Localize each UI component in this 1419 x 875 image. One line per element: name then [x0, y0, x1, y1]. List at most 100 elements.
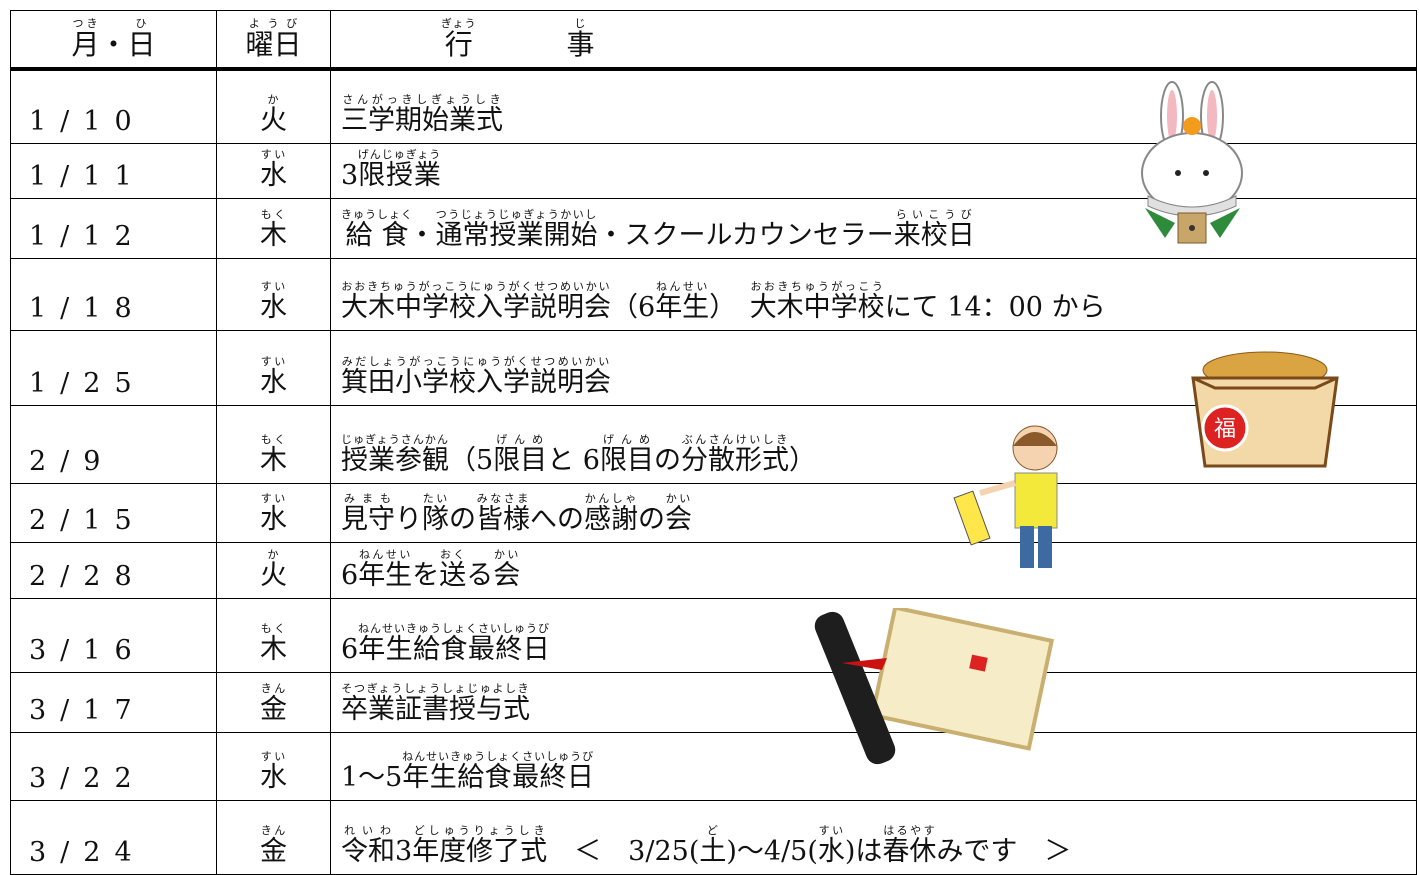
weekday: 金きん: [216, 800, 331, 875]
base-text: 通常授業開始: [435, 220, 598, 251]
date: 3/17: [10, 672, 217, 733]
date: 1/10: [10, 68, 217, 144]
text: ・: [99, 27, 128, 61]
text: にて 14：00 から: [884, 292, 1106, 323]
weekday: 木もく: [216, 198, 331, 259]
base-text: 限目: [599, 445, 654, 476]
furigana: じゅぎょうさんかん: [341, 433, 449, 446]
furigana: ねんせい: [655, 280, 710, 293]
ruby-text: 水すい: [260, 492, 287, 535]
base-text: 限授業: [357, 160, 442, 191]
base-text: 年生給食最終日: [357, 634, 550, 665]
base-text: 年生: [655, 292, 710, 323]
date: 3/16: [10, 598, 217, 673]
furigana: らいこうび: [893, 208, 975, 221]
ruby-text: 分散形式ぶんさんけいしき: [680, 433, 789, 476]
furigana: どしゅうりょうしき: [412, 824, 548, 837]
ruby-text: 土ど: [699, 824, 727, 867]
ruby-text: 年生ねんせい: [358, 548, 412, 591]
text: )は: [844, 836, 883, 867]
weekday: 木もく: [216, 598, 331, 673]
furigana: みまも: [341, 492, 395, 505]
base-text: 土: [699, 836, 727, 867]
weekday: 金きん: [216, 672, 331, 733]
date: 2/15: [10, 483, 217, 543]
base-text: 水: [260, 160, 287, 191]
furigana: すい: [817, 824, 845, 837]
ruby-text: 水すい: [260, 148, 287, 191]
ruby-text: 送おく: [439, 548, 466, 591]
weekday: 水すい: [216, 732, 331, 801]
ruby-text: 給食きゅうしょく: [341, 208, 413, 251]
volunteer-illustration: [953, 425, 1058, 568]
ruby-text: 水すい: [817, 824, 845, 867]
ruby-text: 授業参観じゅぎょうさんかん: [341, 433, 449, 476]
furigana: はるやす: [882, 824, 937, 837]
ruby-text: 事じ: [566, 17, 595, 61]
base-text: 水: [260, 504, 287, 535]
event: 大木中学校入学説明会おおきちゅうがっこうにゅうがくせつめいかい（6年生ねんせい）…: [330, 258, 1417, 331]
date: 1/12: [10, 198, 217, 259]
furigana: つうじょうじゅぎょうかいし: [435, 208, 598, 221]
base-text: 来校日: [893, 220, 975, 251]
furigana: ねんせいきゅうしょくさいしゅうび: [402, 750, 595, 763]
ruby-text: 金きん: [260, 824, 287, 867]
row: 3/22 水すい 1～5年生給食最終日ねんせいきゅうしょくさいしゅうび: [10, 732, 1417, 801]
furigana: もく: [260, 622, 287, 635]
furigana: きん: [260, 824, 287, 837]
row: 1/10 火か 三学期始業式さんがっきしぎょうしき: [10, 68, 1417, 144]
text: の: [638, 504, 665, 535]
ruby-text: 水すい: [260, 750, 287, 793]
furigana: もく: [260, 208, 287, 221]
furigana: さんがっきしぎょうしき: [341, 93, 503, 106]
base-text: 春休: [882, 836, 937, 867]
base-text: 授業参観: [341, 445, 449, 476]
base-text: 日: [127, 27, 156, 61]
date: 3/22: [10, 732, 217, 801]
masu-mark: 福: [1214, 417, 1236, 442]
base-text: 感謝: [584, 504, 638, 535]
header-date: 月つき・日ひ: [10, 10, 217, 71]
date: 1/25: [10, 330, 217, 406]
weekday: 水すい: [216, 330, 331, 406]
text: 1～5: [341, 762, 403, 793]
date: 3/24: [10, 800, 217, 875]
furigana: ひ: [127, 16, 156, 30]
ruby-text: 限目げんめ: [493, 433, 547, 476]
ruby-text: 会かい: [665, 492, 692, 535]
table-body: 月つき・日ひ 曜日ようび 行ぎょう事じ 1/10 火か 三学期始業式さんがっきしぎょ…: [10, 10, 1417, 875]
base-text: 隊: [422, 504, 449, 535]
ruby-text: 三学期始業式さんがっきしぎょうしき: [341, 93, 503, 136]
row: 2/15 水すい 見守みまもり隊たいの皆様みなさまへの感謝かんしゃの会かい: [10, 483, 1417, 543]
furigana: じ: [566, 16, 595, 30]
date: 2/28: [10, 542, 217, 599]
furigana: か: [260, 93, 287, 106]
base-text: 三学期始業式: [341, 105, 503, 136]
furigana: きゅうしょく: [341, 208, 413, 221]
event: 令和れいわ3年度修了式どしゅうりょうしき ＜ 3/25(土ど)～4/5(水すい)…: [330, 800, 1417, 875]
text: ・: [408, 220, 436, 251]
ruby-text: 曜日ようび: [245, 17, 301, 61]
furigana: すい: [260, 492, 287, 505]
base-text: 分散形式: [680, 445, 789, 476]
weekday: 水すい: [216, 258, 331, 331]
base-text: 水: [260, 292, 287, 323]
text: り: [395, 504, 422, 535]
ruby-text: 木もく: [260, 433, 287, 476]
base-text: 会: [665, 504, 692, 535]
ruby-text: 年度修了式どしゅうりょうしき: [412, 824, 547, 867]
text: ）: [788, 445, 816, 476]
base-text: 皆様: [476, 504, 530, 535]
text: 3: [341, 160, 359, 191]
ruby-text: 日ひ: [127, 17, 156, 61]
furigana: ねんせいきゅうしょくさいしゅうび: [357, 622, 550, 635]
base-text: 木: [260, 445, 287, 476]
base-text: 水: [260, 367, 287, 398]
base-text: 水: [817, 836, 845, 867]
ruby-text: 限目げんめ: [599, 433, 654, 476]
base-text: 事: [566, 27, 595, 61]
text: の: [653, 445, 681, 476]
weekday: 火か: [216, 542, 331, 599]
ruby-text: 箕田小学校入学説明会みだしょうがっこうにゅうがくせつめいかい: [341, 355, 611, 398]
ruby-text: 感謝かんしゃ: [584, 492, 638, 535]
